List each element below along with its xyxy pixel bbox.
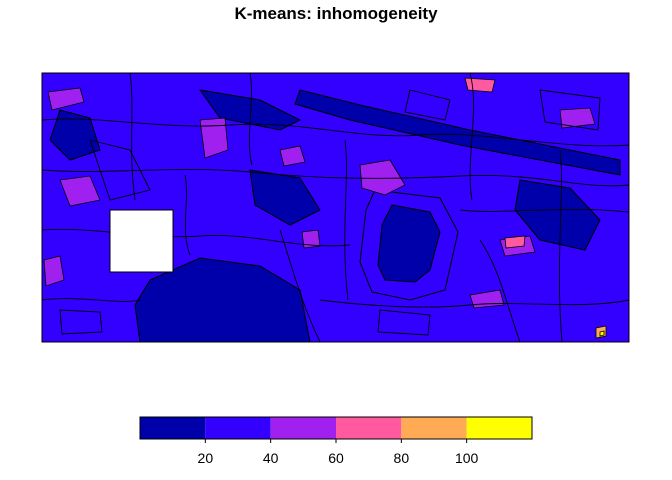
legend-swatch-5 — [466, 417, 532, 439]
legend-tick-label: 40 — [263, 450, 279, 466]
dark-region-south — [134, 257, 311, 342]
segmentation-map — [42, 73, 629, 342]
purple-region-g — [279, 145, 306, 167]
purple-region-c — [359, 159, 406, 196]
legend-tick-label: 20 — [198, 450, 214, 466]
purple-region-h — [559, 107, 596, 129]
purple-region-d — [59, 175, 101, 207]
legend-swatch-0 — [140, 417, 206, 439]
yellow-segments — [599, 330, 605, 337]
legend-tick-label: 80 — [394, 450, 410, 466]
map-frame — [41, 72, 630, 343]
masked-area — [109, 209, 174, 273]
plot-title: K-means: inhomogeneity — [234, 4, 438, 23]
legend-swatch-1 — [205, 417, 271, 439]
legend-swatch-3 — [336, 417, 402, 439]
dark-region-mid — [249, 169, 321, 226]
legend-swatch-4 — [401, 417, 467, 439]
yellow-region-a — [599, 330, 605, 337]
color-legend: 20 40 60 80 100 — [139, 416, 533, 466]
pink-region-b — [504, 235, 526, 249]
purple-region-a — [47, 87, 85, 111]
segment-boundaries — [42, 73, 629, 342]
pink-region-a — [464, 77, 496, 93]
stadium-segment — [377, 204, 441, 283]
pink-segments — [464, 77, 526, 249]
dark-region-northwest — [49, 109, 101, 161]
purple-region-i — [43, 255, 65, 287]
legend-tick-label: 60 — [328, 450, 344, 466]
legend-swatch-2 — [270, 417, 336, 439]
purple-segments — [43, 87, 596, 309]
dark-region-east — [514, 179, 601, 251]
dark-segments — [49, 89, 621, 342]
dark-region-north — [198, 89, 302, 131]
legend-tick-label: 100 — [455, 450, 479, 466]
purple-region-b — [199, 117, 229, 159]
dark-band-diagonal — [294, 89, 621, 176]
stadium-ring-segment — [359, 189, 459, 301]
